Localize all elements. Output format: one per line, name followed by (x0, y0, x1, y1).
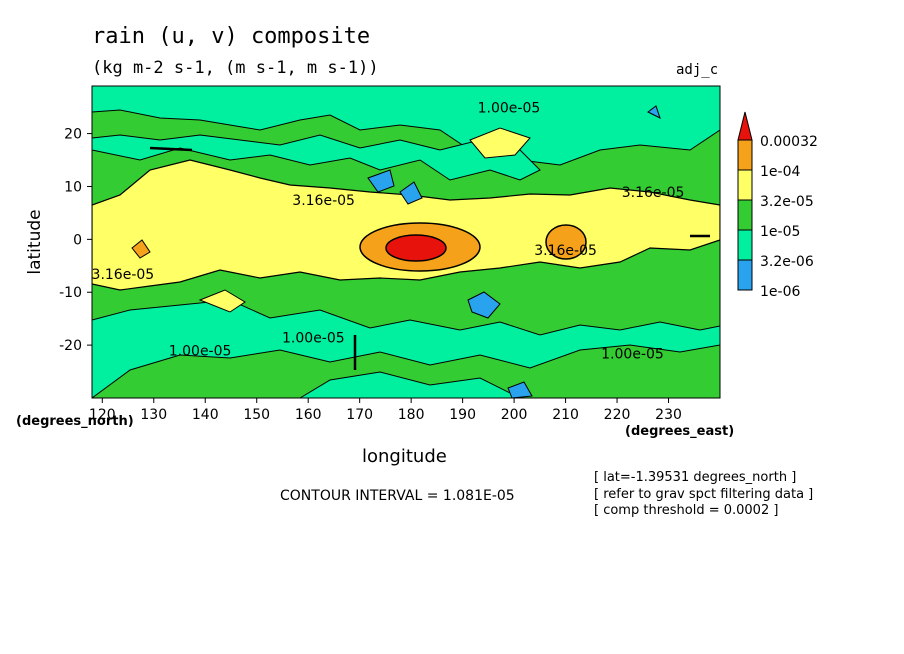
x-tick-label: 230 (655, 407, 682, 423)
y-tick-label: 20 (64, 127, 82, 143)
contour-labels: 1.00e-05 3.16e-05 3.16e-05 3.16e-05 3.16e-05… (92, 100, 685, 362)
x-tick-label: 120 (89, 407, 116, 423)
plot-frame (91, 85, 721, 399)
legend-swatch (737, 169, 753, 201)
legend-label: 0.00032 (760, 134, 818, 150)
y-axis-unit: (degrees_north) (16, 414, 134, 429)
fill-blue-4 (507, 381, 533, 398)
legend-swatch (737, 199, 753, 231)
fill-orange-west (131, 239, 151, 259)
legend-label: 3.2e-05 (760, 194, 814, 210)
note-filter: [ refer to grav spct filtering data ] (594, 487, 814, 502)
fill-aqua-north (92, 86, 720, 166)
legend-swatch (737, 259, 753, 291)
fill-blue-1 (367, 169, 395, 193)
chart-subtitle: (kg m-2 s-1, (m s-1, m s-1)) (92, 58, 379, 78)
note-threshold: [ comp threshold = 0.0002 ] (594, 503, 779, 518)
fill-blue-3 (467, 291, 501, 319)
x-tick-label: 140 (192, 407, 219, 423)
y-tick-label: 0 (73, 232, 82, 248)
fill-blue-5 (647, 105, 661, 119)
legend-swatch (737, 111, 753, 141)
x-tick-label: 220 (604, 407, 631, 423)
legend-swatch (737, 229, 753, 261)
y-tick-labels: 20 10 0 -10 -20 (59, 127, 92, 354)
color-legend: 0.00032 1e-04 3.2e-05 1e-05 3.2e-06 1e-06 (737, 111, 818, 300)
fill-red-core (385, 234, 447, 262)
legend-label: 1e-05 (760, 224, 800, 240)
fill-green-south (92, 344, 720, 398)
x-tick-label: 210 (552, 407, 579, 423)
contour-interval: CONTOUR INTERVAL = 1.081E-05 (280, 488, 515, 504)
note-lat: [ lat=-1.39531 degrees_north ] (594, 470, 797, 485)
x-tick-label: 170 (346, 407, 373, 423)
fill-orange-east (545, 224, 587, 260)
y-tick-label: 10 (64, 179, 82, 195)
contour-label: 3.16e-05 (622, 185, 685, 201)
x-tick-labels: 120 130 140 150 160 170 180 190 200 210 220 230 (89, 398, 682, 423)
y-tick-label: -20 (59, 338, 82, 354)
contour-label: 1.00e-05 (478, 100, 541, 116)
legend-swatch (737, 139, 753, 171)
chart-title: rain (u, v) composite (92, 24, 371, 49)
x-axis-label: longitude (362, 446, 447, 467)
contour-label: 3.16e-05 (534, 243, 597, 259)
x-axis-unit: (degrees_east) (625, 424, 735, 439)
x-tick-label: 130 (140, 407, 167, 423)
x-tick-label: 150 (243, 407, 270, 423)
fill-aqua-north2 (92, 134, 541, 181)
legend-label: 1e-04 (760, 164, 800, 180)
x-tick-label: 160 (295, 407, 322, 423)
fill-aqua-south2 (299, 371, 521, 398)
fill-yellow-sw (198, 289, 246, 313)
contour-label: 1.00e-05 (282, 330, 345, 346)
fill-yellow-north-patch (469, 127, 531, 159)
contour-label: 1.00e-05 (601, 346, 664, 362)
contour-label: 3.16e-05 (92, 267, 155, 283)
vector-line-1 (149, 146, 193, 152)
fill-blue-2 (399, 181, 423, 205)
contour-label: 3.16e-05 (292, 193, 355, 209)
x-tick-label: 180 (398, 407, 425, 423)
legend-label: 3.2e-06 (760, 254, 814, 270)
x-tick-label: 200 (501, 407, 528, 423)
contour-label: 1.00e-05 (169, 344, 232, 360)
y-axis-label: latitude (25, 209, 45, 275)
chart-tag: adj_c (676, 62, 719, 78)
contour-field (92, 86, 720, 398)
y-tick-label: -10 (59, 285, 82, 301)
x-tick-label: 190 (449, 407, 476, 423)
legend-label: 1e-06 (760, 284, 800, 300)
